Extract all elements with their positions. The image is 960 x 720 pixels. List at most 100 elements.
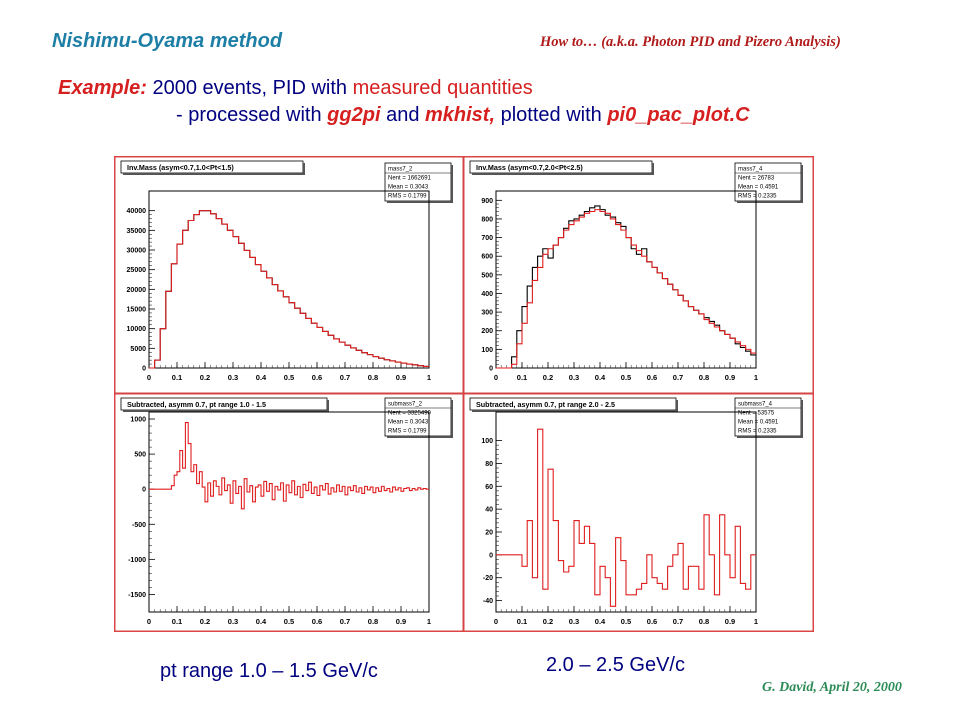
stats-line: Mean = 0.4591 (738, 185, 779, 191)
histogram-panel-2: Inv.Mass (asym<0.7,2.0<Pt<2.5) mass7_4 Nen… (463, 157, 813, 394)
y-tick-label: -1000 (128, 557, 146, 564)
y-tick-label: 20 (485, 530, 493, 537)
plot-canvas-frame: Inv.Mass (asym<0.7,1.0<Pt<1.5) mass7_2 Nen… (114, 156, 814, 632)
y-tick-label: 30000 (127, 248, 147, 255)
example-label: Example: (58, 77, 147, 99)
header-note: How to… (a.k.a. Photon PID and Pizero An… (540, 34, 841, 50)
stats-line: Mean = 0.3043 (388, 420, 429, 426)
svg-text:Subtracted, asymm 0.7, pt rang: Subtracted, asymm 0.7, pt range 1.0 - 1.… (127, 400, 266, 409)
x-tick-label: 0.2 (200, 617, 210, 626)
stats-line: RMS = 0.2335 (738, 429, 777, 435)
y-tick-label: 5000 (130, 346, 146, 353)
y-tick-label: 40 (485, 507, 493, 514)
y-tick-label: 600 (481, 254, 493, 261)
x-tick-label: 0.9 (725, 373, 735, 382)
y-tick-label: 10000 (127, 326, 147, 333)
stats-box: submass7_2 Nent = 3325490 Mean = 0.3043 RMS… (384, 397, 453, 438)
stats-line: RMS = 0.1799 (388, 194, 427, 200)
x-tick-label: 0.9 (725, 617, 735, 626)
histogram-panel-1: Inv.Mass (asym<0.7,1.0<Pt<1.5) mass7_2 Nen… (115, 157, 464, 394)
stats-line: Nent = 3325490 (388, 411, 432, 417)
x-tick-label: 0.1 (517, 617, 527, 626)
x-tick-label: 0.4 (595, 617, 606, 626)
x-tick-label: 0.7 (673, 617, 683, 626)
x-tick-label: 0.1 (172, 617, 182, 626)
histogram-panels: Inv.Mass (asym<0.7,1.0<Pt<1.5) mass7_2 Nen… (115, 157, 813, 631)
y-tick-label: 0 (142, 366, 146, 373)
stats-line: submass7_4 (738, 402, 773, 408)
y-tick-label: 300 (481, 310, 493, 317)
proc-tool-2: mkhist, (425, 104, 496, 126)
x-tick-label: 0.3 (228, 373, 238, 382)
y-tick-label: 100 (481, 347, 493, 354)
stats-line: Mean = 0.4591 (738, 420, 779, 426)
x-tick-label: 0.3 (228, 617, 238, 626)
caption-left: pt range 1.0 – 1.5 GeV/c (160, 660, 378, 682)
y-tick-label: 900 (481, 198, 493, 205)
proc-and: and (380, 104, 425, 126)
histogram-title: Subtracted, asymm 0.7, pt range 2.0 - 2.… (469, 397, 678, 412)
y-tick-label: 60 (485, 484, 493, 491)
y-tick-label: -20 (483, 575, 493, 582)
svg-text:Inv.Mass (asym<0.7,2.0<Pt<2.5): Inv.Mass (asym<0.7,2.0<Pt<2.5) (476, 163, 583, 172)
x-tick-label: 1 (754, 373, 758, 382)
x-tick-label: 0.8 (699, 373, 709, 382)
stats-line: RMS = 0.1799 (388, 429, 427, 435)
histogram-series-1 (496, 428, 756, 607)
x-tick-label: 1 (754, 617, 758, 626)
y-tick-label: 500 (134, 452, 146, 459)
x-tick-label: 0.4 (595, 373, 606, 382)
x-tick-label: 0 (147, 373, 151, 382)
y-tick-label: 15000 (127, 307, 147, 314)
stats-box: mass7_2 Nent = 1662691 Mean = 0.3043 RMS = … (384, 162, 453, 203)
histogram-panel-3: Subtracted, asymm 0.7, pt range 1.0 - 1.… (115, 393, 464, 631)
x-tick-label: 0.4 (256, 617, 267, 626)
stats-line: mass7_4 (738, 167, 763, 173)
proc-mid: plotted with (495, 104, 608, 126)
y-tick-label: 200 (481, 328, 493, 335)
y-tick-label: 0 (489, 366, 493, 373)
x-tick-label: 0.6 (312, 373, 322, 382)
y-tick-label: 0 (489, 552, 493, 559)
x-tick-label: 0.3 (569, 617, 579, 626)
processing-line: - processed with gg2pi and mkhist, plott… (176, 104, 750, 127)
y-tick-label: -1500 (128, 592, 146, 599)
stats-line: mass7_2 (388, 167, 413, 173)
x-tick-label: 0.2 (543, 617, 553, 626)
stats-box: mass7_4 Nent = 26783 Mean = 0.4591 RMS = 0.… (734, 162, 803, 203)
x-tick-label: 0.5 (284, 617, 294, 626)
x-tick-label: 0.1 (517, 373, 527, 382)
histogram-panel-4: Subtracted, asymm 0.7, pt range 2.0 - 2.… (463, 393, 813, 631)
x-tick-label: 0.5 (621, 617, 631, 626)
svg-text:Inv.Mass (asym<0.7,1.0<Pt<1.5): Inv.Mass (asym<0.7,1.0<Pt<1.5) (127, 163, 234, 172)
y-tick-label: 25000 (127, 267, 147, 274)
histogram-series-2 (496, 209, 756, 369)
stats-line: RMS = 0.2335 (738, 194, 777, 200)
svg-text:Subtracted, asymm 0.7, pt rang: Subtracted, asymm 0.7, pt range 2.0 - 2.… (476, 400, 615, 409)
x-tick-label: 0.5 (621, 373, 631, 382)
x-tick-label: 0.1 (172, 373, 182, 382)
x-tick-label: 0.9 (396, 373, 406, 382)
y-tick-label: 500 (481, 272, 493, 279)
x-tick-label: 0.8 (699, 617, 709, 626)
histogram-title: Inv.Mass (asym<0.7,1.0<Pt<1.5) (120, 160, 305, 175)
y-tick-label: 700 (481, 235, 493, 242)
proc-pre: - processed with (176, 104, 328, 126)
x-tick-label: 0.5 (284, 373, 294, 382)
y-tick-label: 0 (142, 487, 146, 494)
y-tick-label: 35000 (127, 228, 147, 235)
x-tick-label: 0.3 (569, 373, 579, 382)
x-tick-label: 0 (494, 373, 498, 382)
example-highlight: measured quantities (352, 77, 533, 99)
slide-title: Nishimu-Oyama method (52, 30, 283, 52)
histogram-series-1 (149, 421, 429, 510)
stats-line: Nent = 1662691 (388, 176, 432, 182)
y-tick-label: 20000 (127, 287, 147, 294)
proc-tool-3: pi0_pac_plot.C (607, 104, 750, 126)
histogram-title: Inv.Mass (asym<0.7,2.0<Pt<2.5) (469, 160, 654, 175)
y-tick-label: 80 (485, 461, 493, 468)
y-tick-label: 1000 (130, 417, 146, 424)
panel-border (463, 393, 813, 631)
x-tick-label: 0.8 (368, 617, 378, 626)
